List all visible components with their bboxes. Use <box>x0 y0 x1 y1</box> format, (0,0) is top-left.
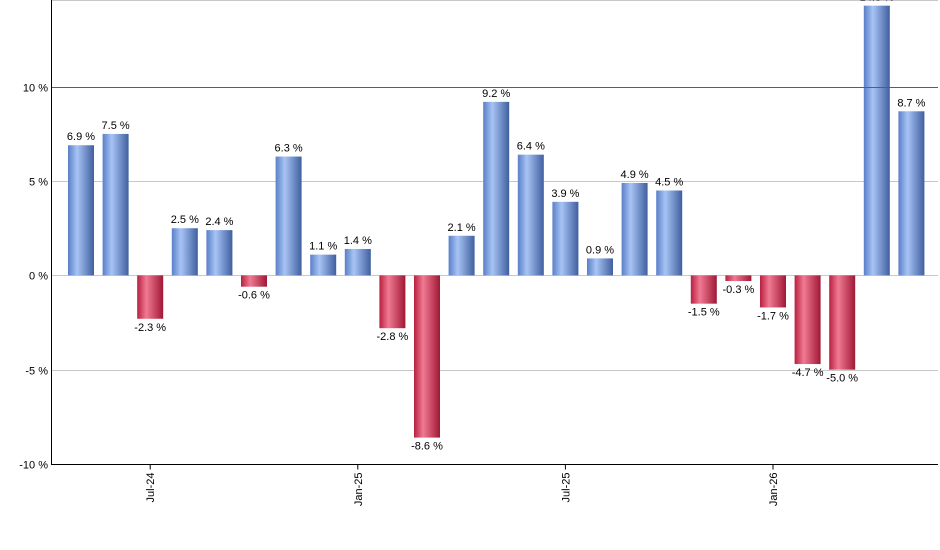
bar <box>725 275 752 282</box>
x-tick-label: Jul-24 <box>145 473 157 503</box>
bar <box>344 248 371 276</box>
bar-value-label: 0.9 % <box>586 244 614 256</box>
bar <box>68 145 94 276</box>
bar-value-label: -4.7 % <box>792 367 824 379</box>
y-tick-label: -5 % <box>25 366 48 378</box>
bar-value-label: -0.3 % <box>723 284 755 296</box>
axes: -10 % -5 % 0 % 5 % 10 % Jul-24 Jan-25 Jul-25 Jan… <box>19 0 938 506</box>
y-tick-label: 5 % <box>29 177 48 189</box>
y-tick-label: -10 % <box>19 460 48 472</box>
x-tick-label: Jan-25 <box>353 473 365 507</box>
bar <box>137 275 164 319</box>
bar-value-label: 1.4 % <box>344 235 372 247</box>
bar <box>379 275 406 329</box>
bar <box>898 111 925 276</box>
bar-value-label: 2.5 % <box>171 214 199 226</box>
bar-value-label: 9.2 % <box>482 88 510 100</box>
x-tick-label: Jan-26 <box>768 473 780 507</box>
bar <box>621 182 648 276</box>
bar-value-label: 6.3 % <box>275 143 303 155</box>
bar-value-label: 1.1 % <box>309 241 337 253</box>
bar-value-label: -8.6 % <box>411 441 443 453</box>
bar-value-label: 7.5 % <box>102 120 130 132</box>
bar <box>587 258 613 276</box>
bar-value-label: -5.0 % <box>826 373 858 385</box>
bar <box>829 275 856 370</box>
bar-value-label: 6.4 % <box>517 141 545 153</box>
y-tick-label: 0 % <box>29 271 48 283</box>
data-labels: 6.9 % 7.5 % -2.3 % 2.5 % 2.4 % -0.6 % 6.3 % 1.1… <box>67 0 926 453</box>
bar <box>690 275 717 304</box>
bar <box>760 275 786 308</box>
bar-value-label: 14.3 % <box>860 0 894 4</box>
bar-value-label: 8.7 % <box>897 97 925 109</box>
bar-value-label: -1.5 % <box>688 307 720 319</box>
bar <box>241 275 267 287</box>
bar <box>794 275 821 365</box>
bar <box>310 254 337 276</box>
bar <box>552 201 579 276</box>
bar <box>483 101 510 276</box>
bar-value-label: -1.7 % <box>757 310 789 322</box>
bar <box>863 5 890 276</box>
bar <box>206 230 233 276</box>
bar <box>656 190 683 276</box>
bar-value-label: 6.9 % <box>67 131 95 143</box>
x-tick-label: Jul-25 <box>560 473 572 503</box>
bar-value-label: 4.9 % <box>621 169 649 181</box>
bar-value-label: 2.4 % <box>205 216 233 228</box>
bar <box>102 133 129 276</box>
bar-value-label: -2.3 % <box>134 322 166 334</box>
bars <box>68 5 925 438</box>
bar <box>414 275 440 438</box>
bar <box>275 156 302 276</box>
y-tick-label: 10 % <box>23 83 48 95</box>
bar-value-label: 4.5 % <box>655 177 683 189</box>
bar <box>517 154 544 276</box>
bar-value-label: -2.8 % <box>377 331 409 343</box>
bar-value-label: 3.9 % <box>551 188 579 200</box>
bar <box>171 228 198 276</box>
bar <box>448 235 475 276</box>
bar-value-label: -0.6 % <box>238 290 270 302</box>
bar-value-label: 2.1 % <box>448 222 476 234</box>
